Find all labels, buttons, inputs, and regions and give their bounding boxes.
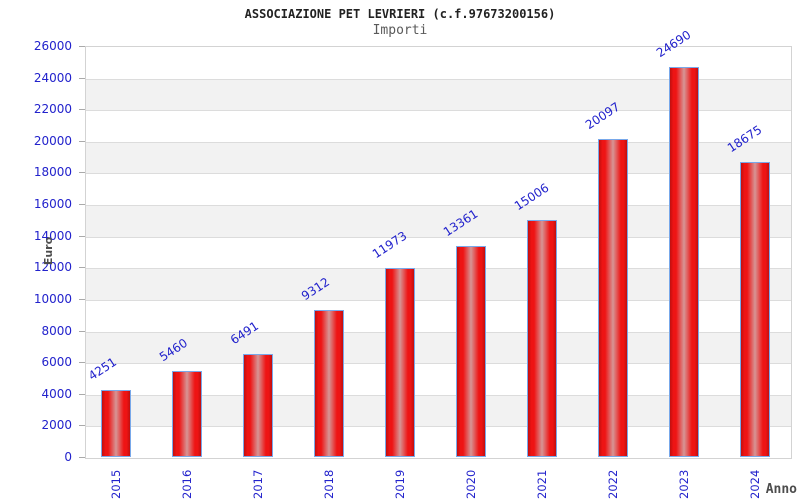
y-tick-label: 26000: [33, 39, 72, 53]
bar-2020: [456, 245, 486, 457]
y-tick-label: 8000: [41, 323, 72, 338]
gridline: [86, 78, 791, 80]
y-tick-mark: [79, 140, 85, 142]
x-tick-label: 2019: [393, 469, 407, 499]
y-tick-mark: [79, 298, 85, 300]
gridline: [86, 331, 791, 333]
y-tick-label: 14000: [33, 228, 72, 243]
y-tick-mark: [79, 267, 85, 269]
y-tick-label: 12000: [33, 260, 72, 275]
y-tick-label: 10000: [33, 291, 72, 306]
y-tick-label: 2000: [41, 418, 72, 433]
chart-title: ASSOCIAZIONE PET LEVRIERI (c.f.976732001…: [244, 7, 556, 21]
bar-2015: [101, 389, 131, 457]
gridline: [86, 141, 791, 143]
gridline: [86, 268, 791, 270]
y-tick-label: 16000: [33, 197, 72, 212]
bar-2022: [598, 139, 628, 457]
gridline: [86, 236, 791, 238]
y-tick-mark: [79, 204, 85, 206]
x-tick-label: 2024: [748, 469, 762, 499]
bar-2016: [172, 370, 202, 457]
bar-2023: [669, 66, 699, 457]
y-tick-label: 24000: [33, 70, 72, 85]
y-tick-mark: [79, 77, 85, 79]
y-tick-label: 18000: [33, 165, 72, 180]
y-tick-mark: [79, 425, 85, 427]
gridline: [86, 110, 791, 112]
gridline: [86, 299, 791, 301]
x-tick-label: 2018: [322, 469, 336, 499]
x-tick-label: 2020: [464, 469, 478, 499]
bar-2019: [385, 267, 415, 457]
y-tick-label: 22000: [33, 102, 72, 117]
x-tick-label: 2017: [251, 469, 265, 499]
bar-2017: [243, 354, 273, 457]
bar-2024: [740, 161, 770, 457]
bar-2018: [314, 309, 344, 457]
y-tick-label: 0: [64, 450, 72, 464]
y-axis-title: Euro: [42, 236, 55, 266]
gridline: [86, 426, 791, 428]
y-tick-label: 4000: [41, 386, 72, 401]
gridline: [86, 173, 791, 175]
x-tick-label: 2023: [677, 469, 691, 499]
y-tick-label: 20000: [33, 133, 72, 148]
y-tick-mark: [79, 330, 85, 332]
gridline: [86, 363, 791, 365]
x-axis-title: Anno: [765, 482, 797, 497]
y-tick-mark: [79, 457, 85, 458]
y-tick-mark: [79, 46, 85, 47]
x-tick-label: 2015: [109, 469, 123, 499]
y-tick-label: 6000: [41, 355, 72, 370]
bar-2021: [527, 219, 557, 457]
y-tick-mark: [79, 393, 85, 395]
gridline: [86, 205, 791, 207]
x-tick-label: 2022: [606, 469, 620, 499]
x-tick-label: 2021: [535, 469, 549, 499]
gridline: [86, 394, 791, 396]
x-tick-label: 2016: [180, 469, 194, 499]
y-tick-mark: [79, 109, 85, 111]
y-tick-mark: [79, 172, 85, 174]
y-tick-mark: [79, 362, 85, 364]
chart-subtitle: Importi: [372, 23, 428, 38]
y-tick-mark: [79, 235, 85, 237]
